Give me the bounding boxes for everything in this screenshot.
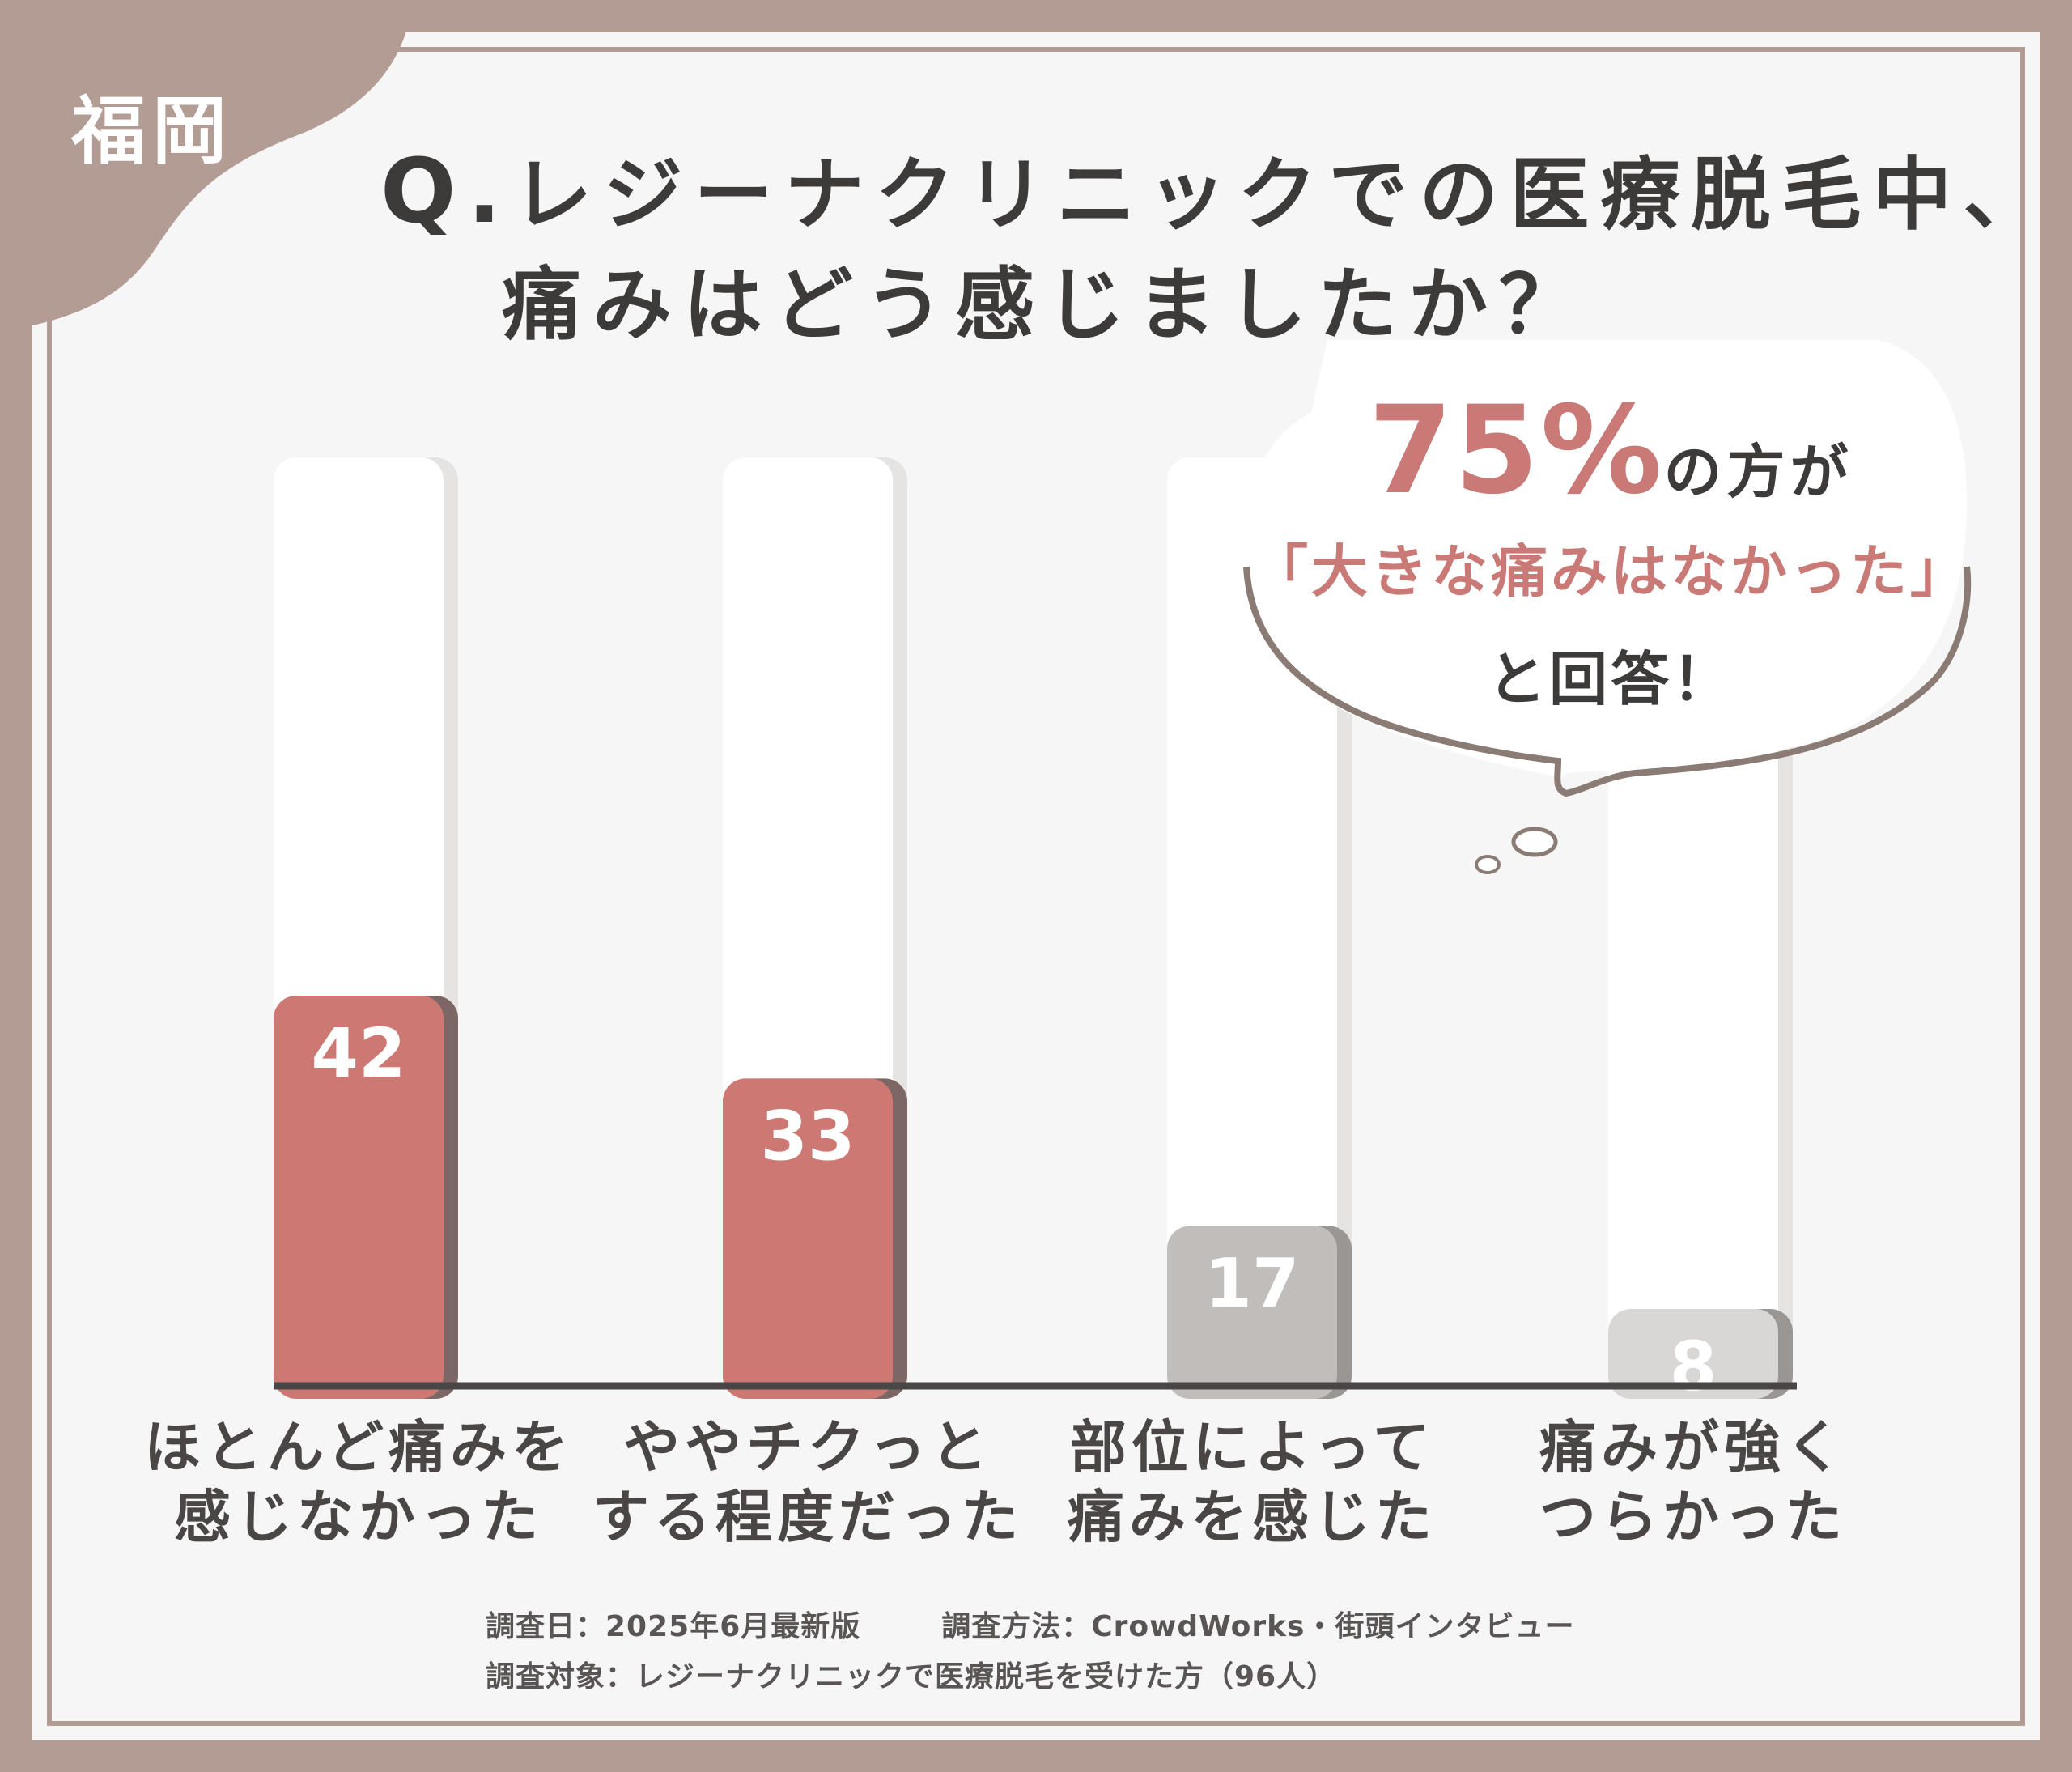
survey-date: 調査日：2025年6月最新版 <box>486 1610 861 1643</box>
category-label-line: 部位によって <box>1069 1414 1435 1481</box>
callout-percent: 75% <box>1368 380 1664 521</box>
panel-border <box>47 47 2025 1726</box>
survey-target: 調査対象：レジーナクリニックで医療脱毛を受けた方（96人） <box>486 1660 1337 1693</box>
survey-method: 調査方法：CrowdWorks・街頭インタビュー <box>941 1610 1575 1643</box>
title-line-2: 痛みはどう感じましたか？ <box>502 259 1590 351</box>
category-label: 痛みが強く つらかった <box>1458 1413 1928 1552</box>
callout-after-percent: の方が <box>1663 438 1853 506</box>
callout-suffix: と回答！ <box>1487 645 1734 713</box>
category-label: ややチクっと する程度だった <box>573 1413 1042 1552</box>
speech-bubble <box>1243 340 1972 874</box>
bar-track-fill <box>1167 457 1337 1383</box>
category-label-line: つらかった <box>1539 1484 1847 1550</box>
category-label: ほとんど痛みを 感じなかった <box>124 1413 593 1552</box>
corner-tab <box>0 0 413 332</box>
category-label: 部位によって 痛みを感じた <box>1017 1413 1487 1552</box>
region-badge: 福岡 <box>71 88 234 175</box>
callout-quote: 「大きな痛みはなかった」 <box>1251 538 1970 605</box>
category-label-line: 痛みが強く <box>1539 1414 1847 1481</box>
callout-headline: 75%の方が <box>1295 380 1926 521</box>
bar <box>1167 1226 1337 1399</box>
category-label-line: ややチクっと <box>623 1414 992 1481</box>
category-label-line: 痛みを感じた <box>1068 1484 1437 1550</box>
bar-value-label: 8 <box>1670 1327 1717 1406</box>
title-line-1: レジーナクリニックでの医療脱毛中、 <box>512 149 2054 241</box>
bar <box>723 1078 893 1399</box>
footer-line-1: 調査日：2025年6月最新版 調査方法：CrowdWorks・街頭インタビュー <box>486 1603 1574 1645</box>
category-label-line: 感じなかった <box>174 1484 543 1550</box>
question-prefix: Q. <box>380 139 513 243</box>
bar-value-label: 33 <box>761 1096 856 1175</box>
page-title: Q.レジーナクリニックでの医療脱毛中、 痛みはどう感じましたか？ <box>380 136 2053 360</box>
category-label-line: ほとんど痛みを <box>144 1414 573 1481</box>
bar <box>274 996 444 1399</box>
category-label-line: する程度だった <box>592 1484 1023 1550</box>
bar-value-label: 42 <box>312 1013 406 1093</box>
bar <box>1608 1308 1778 1399</box>
bar-value-label: 17 <box>1205 1244 1300 1324</box>
